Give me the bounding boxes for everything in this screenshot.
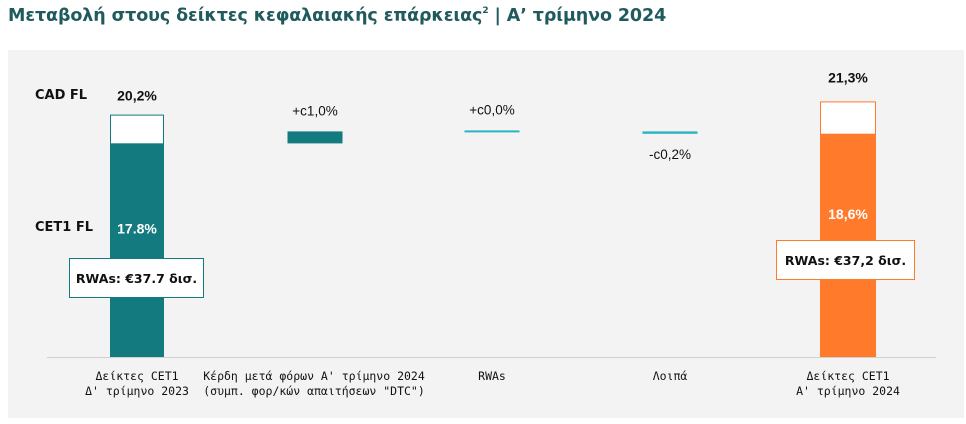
category-label-4-0: Δείκτες CET1 <box>806 369 889 383</box>
category-label-4-1: Α' τρίμηνο 2024 <box>796 384 900 398</box>
label-delta-1: +c1,0% <box>292 103 337 118</box>
legend-cad-label: CAD FL <box>35 88 87 103</box>
bar-delta-2 <box>464 130 520 133</box>
label-cad-start: 20,2% <box>117 88 157 104</box>
title-footnote: 2 <box>482 6 489 16</box>
rwa-start-box: RWAs: €37.7 δισ. <box>69 258 204 298</box>
bar-delta-1 <box>287 131 343 144</box>
label-delta-2: +c0,0% <box>469 102 514 117</box>
chart-panel <box>8 50 964 418</box>
legend-cet1-label: CET1 FL <box>35 220 93 235</box>
title-text: Μεταβολή στους δείκτες κεφαλαιακής επάρκ… <box>8 6 483 26</box>
category-label-1-0: Κέρδη μετά φόρων Α' τρίμηνο 2024 <box>203 369 425 383</box>
bar-cad-start <box>110 114 164 145</box>
bar-cad-end <box>820 101 876 135</box>
category-label-2-0: RWAs <box>478 369 506 383</box>
title-suffix: | Α’ τρίμηνο 2024 <box>494 6 667 26</box>
category-label-0-0: Δείκτες CET1 <box>95 369 178 383</box>
rwa-end-box: RWAs: €37,2 δισ. <box>776 240 915 280</box>
label-cad-end: 21,3% <box>828 69 868 85</box>
label-cet1-end: 18,6% <box>828 206 868 222</box>
bar-cet1-start <box>110 143 164 357</box>
category-label-3-0: Λοιπά <box>653 369 688 383</box>
label-delta-3: -c0,2% <box>649 147 691 162</box>
category-label-1-1: (συμπ. φορ/κών απαιτήσεων "DTC") <box>203 384 425 398</box>
page-title: Μεταβολή στους δείκτες κεφαλαιακής επάρκ… <box>8 6 666 26</box>
category-label-0-1: Δ' τρίμηνο 2023 <box>85 384 189 398</box>
bar-delta-3 <box>642 131 698 134</box>
label-cet1-start: 17.8% <box>117 220 157 236</box>
